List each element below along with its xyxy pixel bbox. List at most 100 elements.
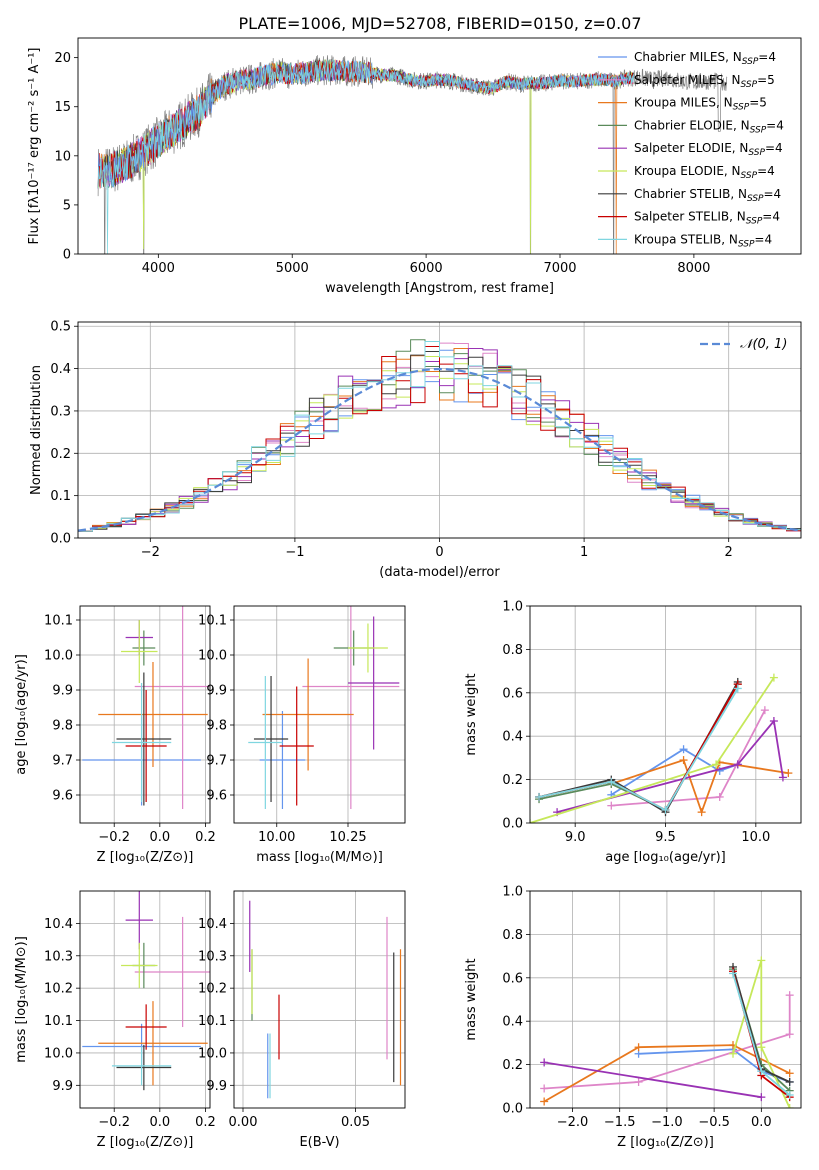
- y-tick-label: 9.6: [206, 789, 227, 804]
- y-tick-label: 0.2: [50, 447, 71, 462]
- weight-marker-kmiles: [785, 1069, 794, 1078]
- y-tick-label: 1.0: [502, 885, 523, 900]
- weight-marker-smiles: [785, 1030, 794, 1039]
- weight-marker-kmiles: [634, 1043, 643, 1052]
- x-tick-label: −0.5: [698, 1115, 730, 1130]
- z-mass-plot-area: [82, 891, 210, 1091]
- x-tick-label: 10.0: [741, 830, 770, 845]
- weight-marker-kelodie: [769, 673, 778, 682]
- spectrum-title: PLATE=1006, MJD=52708, FIBERID=0150, z=0…: [238, 14, 641, 33]
- age-weight-xlabel: age [log₁₀(age/yr)]: [605, 850, 726, 865]
- y-tick-label: 15: [54, 100, 71, 115]
- mass-age-panel: 10.00 10.25 9.6 9.7 9.8 9.9 10.0 10.1 mass [log₁…: [198, 605, 406, 865]
- z-mass-panel: −0.2 0.0 0.2 9.9 10.0 10.1 10.2 10.3 10.4 Z [log₁…: [14, 890, 216, 1150]
- mass-age-xlabel: mass [log₁₀(M/M⊙)]: [256, 850, 383, 865]
- legend-label-sub: SSP: [733, 103, 750, 113]
- spectrum-frame: [77, 37, 802, 255]
- legend-label-sstelib: Salpeter STELIB, NSSP=4: [634, 210, 780, 227]
- legend-label-tail: =4: [762, 210, 780, 224]
- y-tick-label: 0.4: [502, 1015, 523, 1030]
- y-tick-label: 0.8: [502, 643, 523, 658]
- weight-marker-kstelib: [729, 969, 738, 978]
- weight-marker-kstelib: [535, 792, 544, 801]
- ebv-panel: 0.00 0.05 9.9 10.0 10.1 10.2 10.3 10.4 E(B-V): [198, 890, 406, 1150]
- z-age-panel: −0.2 0.0 0.2 9.6 9.7 9.8 9.9 10.0 10.1 Z [log₁₀(Z…: [14, 605, 216, 865]
- weight-marker-kmiles: [540, 1097, 549, 1106]
- x-tick-label: 9.0: [565, 830, 586, 845]
- weight-marker-selodie: [778, 773, 787, 782]
- x-tick-label: 0.0: [149, 1115, 170, 1130]
- y-tick-label: 0.4: [502, 730, 523, 745]
- x-tick-label: 0.2: [195, 1115, 216, 1130]
- y-tick-label: 9.7: [52, 754, 73, 769]
- legend-label-base: Salpeter MILES, N: [634, 73, 741, 87]
- z-weight-xlabel: Z [log₁₀(Z/Z⊙)]: [617, 1135, 714, 1150]
- x-tick-label: 6000: [410, 261, 443, 276]
- x-tick-label: −1.5: [604, 1115, 636, 1130]
- y-tick-label: 10.3: [198, 949, 227, 964]
- x-tick-label: 0.00: [229, 1115, 258, 1130]
- legend-label-tail: =4: [754, 232, 772, 246]
- ebv-xlabel: E(B-V): [299, 1135, 339, 1150]
- y-tick-label: 10.2: [44, 982, 73, 997]
- z-age-plot-area: [82, 606, 210, 809]
- weight-line-smiles: [544, 995, 791, 1090]
- z-mass-xlabel: Z [log₁₀(Z/Z⊙)]: [97, 1135, 194, 1150]
- x-tick-label: 2: [725, 545, 733, 560]
- y-tick-label: 10.3: [44, 949, 73, 964]
- errorbar-point-sstelib: [279, 686, 314, 806]
- x-tick-label: 10.25: [329, 830, 366, 845]
- y-tick-label: 10.4: [198, 917, 227, 932]
- residuals-frame: [77, 321, 802, 539]
- x-tick-label: −2: [141, 545, 160, 560]
- mass-age-plot-area: [248, 606, 400, 809]
- y-tick-label: 10.4: [44, 917, 73, 932]
- y-tick-label: 9.9: [206, 684, 227, 699]
- errorbar-point-kelodie: [121, 620, 158, 683]
- y-tick-label: 10.1: [198, 614, 227, 629]
- z-age-ylabel: age [log₁₀(age/yr)]: [14, 654, 29, 775]
- y-tick-label: 9.8: [206, 719, 227, 734]
- residuals-ylabel: Normed distribution: [29, 365, 44, 495]
- weight-line-selodie: [556, 718, 784, 813]
- weight-marker-kstelib: [785, 1090, 794, 1099]
- legend-label-base: Kroupa ELODIE, N: [634, 164, 741, 178]
- z-age-xlabel: Z [log₁₀(Z/Z⊙)]: [97, 850, 194, 865]
- z-age-frame: [79, 605, 211, 824]
- model-spectrum-kstelib: [97, 59, 634, 254]
- errorbar-point-kstelib: [111, 1046, 172, 1086]
- legend-label-smiles: Salpeter MILES, NSSP=5: [634, 73, 775, 90]
- legend-label-base: Salpeter STELIB, N: [634, 210, 746, 224]
- legend-label-kstelib: Kroupa STELIB, NSSP=4: [634, 232, 772, 249]
- weight-marker-kstelib: [607, 777, 616, 786]
- errorbar-point-sstelib: [125, 690, 167, 802]
- legend-label-kelodie: Kroupa ELODIE, NSSP=4: [634, 164, 775, 181]
- errorbar-point-cstelib: [253, 676, 289, 802]
- errorbar-point-sstelib: [125, 1004, 167, 1050]
- y-tick-label: 20: [54, 51, 71, 66]
- legend-label-base: Chabrier MILES, N: [634, 50, 742, 64]
- errorbar-point-kelodie: [348, 623, 388, 673]
- ebv-frame: [233, 890, 406, 1109]
- ebv-grid: [234, 891, 405, 1108]
- y-tick-label: 0.0: [50, 532, 71, 547]
- weight-marker-kelodie: [757, 1043, 766, 1052]
- x-tick-label: 0.0: [149, 830, 170, 845]
- weight-marker-kstelib: [733, 684, 742, 693]
- y-tick-label: 10.0: [44, 649, 73, 664]
- y-tick-label: 9.9: [52, 1079, 73, 1094]
- ebv-plot-area: [249, 900, 402, 1099]
- weight-line-kstelib: [538, 688, 739, 812]
- y-tick-label: 0.0: [502, 1102, 523, 1117]
- weight-marker-selodie: [540, 1058, 549, 1067]
- age-weight-frame: [529, 605, 802, 824]
- legend-label-tail: =5: [749, 96, 767, 110]
- weight-marker-kelodie: [729, 1049, 738, 1058]
- legend-label-cstelib: Chabrier STELIB, NSSP=4: [634, 187, 781, 204]
- legend-label-celodie: Chabrier ELODIE, NSSP=4: [634, 118, 784, 135]
- age-weight-plot-area: [530, 673, 793, 823]
- weight-marker-smiles: [715, 792, 724, 801]
